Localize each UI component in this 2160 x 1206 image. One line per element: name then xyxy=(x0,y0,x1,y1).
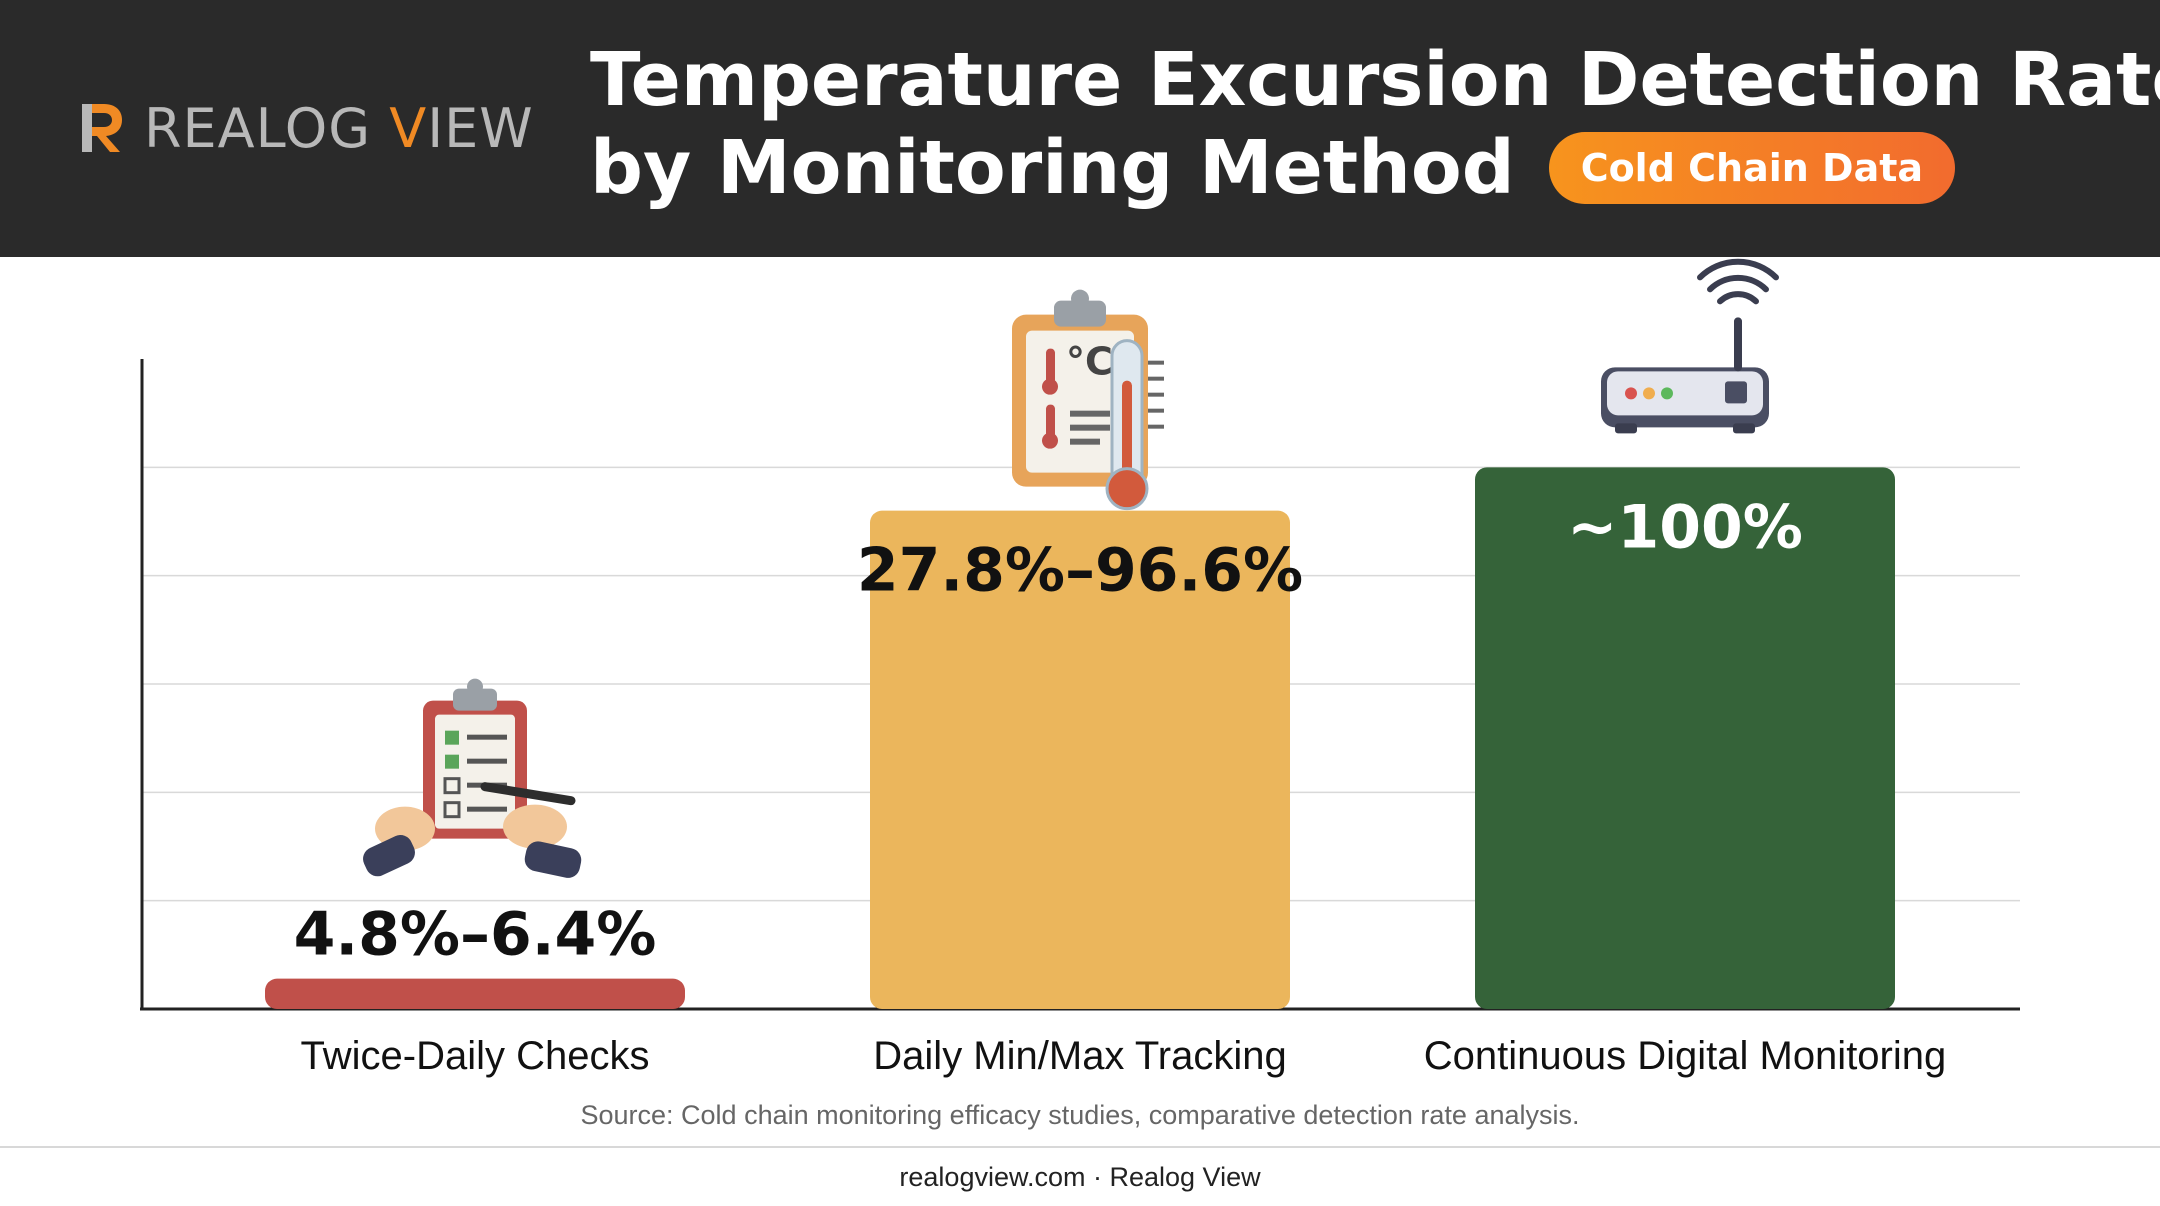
category-label-twice-daily-checks: Twice-Daily Checks xyxy=(301,1034,650,1078)
header-banner: REALOG VIEW Temperature Excursion Detect… xyxy=(0,0,2160,257)
bar-daily-min-max-tracking xyxy=(870,510,1290,1009)
value-label-continuous-digital-monitoring: ~100% xyxy=(1567,492,1803,562)
title-line-1: Temperature Excursion Detection Rates xyxy=(590,37,2160,123)
bar-twice-daily-checks xyxy=(265,978,685,1009)
bar-chart: 4.8%–6.4% Twice-Daily Checks 27.8%–96.6% Da… xyxy=(140,258,2020,1078)
clipboard-checklist-icon xyxy=(363,678,582,878)
bars-group: 4.8%–6.4% Twice-Daily Checks 27.8%–96.6% Da… xyxy=(265,467,1946,1078)
value-label-twice-daily-checks: 4.8%–6.4% xyxy=(294,900,657,970)
source-note: Source: Cold chain monitoring efficacy s… xyxy=(580,1100,1580,1130)
title-line-2: by Monitoring Method xyxy=(590,125,1515,211)
footer-link[interactable]: realogview.com · Realog View xyxy=(899,1162,1261,1192)
realog-logo-icon xyxy=(82,104,122,152)
wifi-router-icon xyxy=(1601,258,1779,434)
category-label-daily-min-max-tracking: Daily Min/Max Tracking xyxy=(873,1034,1286,1078)
category-label-continuous-digital-monitoring: Continuous Digital Monitoring xyxy=(1424,1034,1947,1078)
page-title: Temperature Excursion Detection Rates by… xyxy=(590,36,2160,212)
footer-divider xyxy=(0,1146,2160,1148)
bar-continuous-digital-monitoring xyxy=(1475,467,1895,1009)
clipboard-thermometer-icon: °C xyxy=(1012,289,1164,511)
brand-name: REALOG VIEW xyxy=(144,96,534,160)
brand-logo[interactable]: REALOG VIEW xyxy=(78,96,534,160)
cold-chain-badge: Cold Chain Data xyxy=(1548,132,1956,204)
value-label-daily-min-max-tracking: 27.8%–96.6% xyxy=(857,536,1303,606)
svg-text:°C: °C xyxy=(1066,340,1113,384)
